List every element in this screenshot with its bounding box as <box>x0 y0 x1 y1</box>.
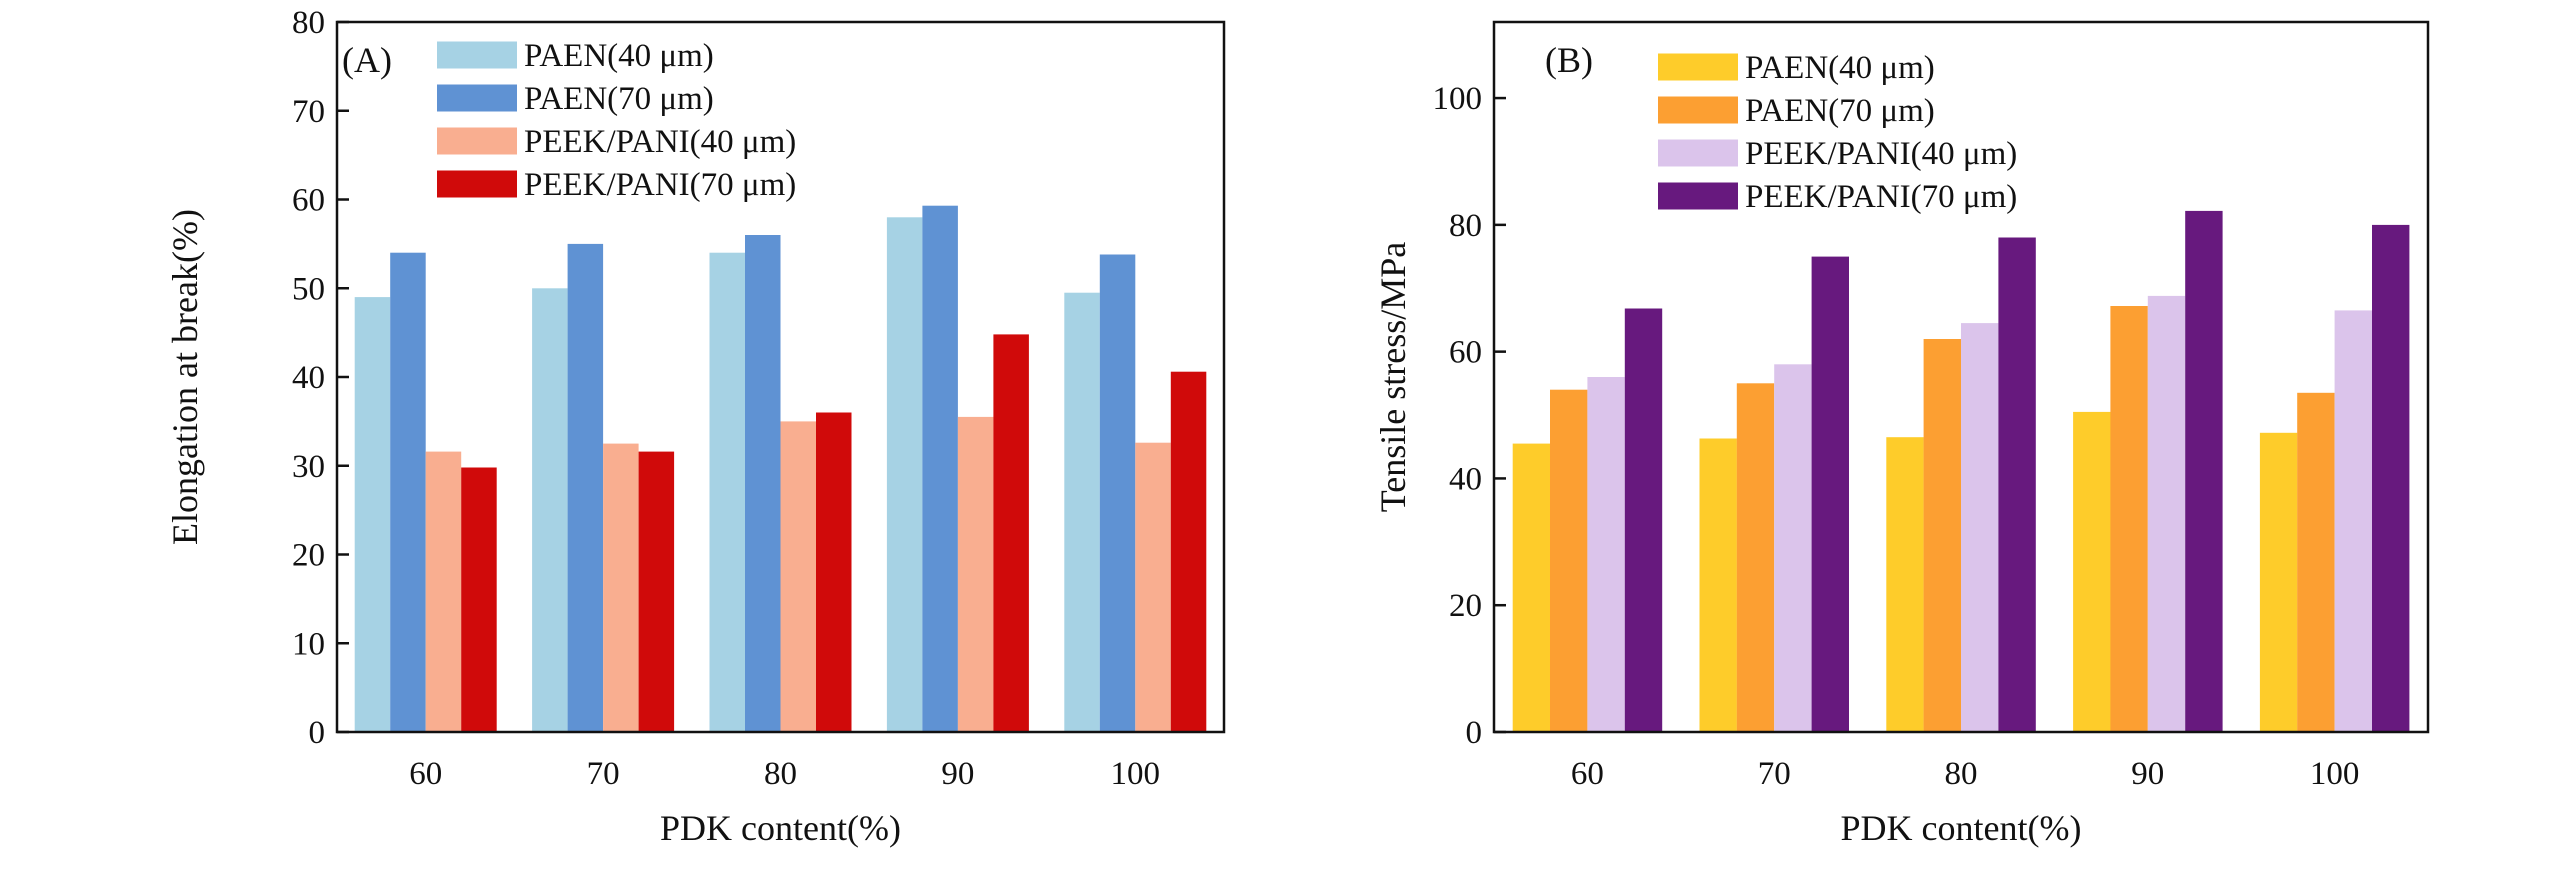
x-tick-label: 70 <box>587 756 620 792</box>
chart-panel-a: 0 10 20 30 40 50 60 70 80 60 70 80 90 100 PDK content(… <box>165 5 1226 848</box>
y-tick-label: 40 <box>292 360 325 396</box>
bar-4-100 <box>1170 371 1207 732</box>
legend-label: PAEN(40 μm) <box>1745 50 1935 86</box>
bar-2-60 <box>1550 389 1588 732</box>
bar-2-80 <box>1923 339 1961 732</box>
y-tick-label: 50 <box>292 271 325 307</box>
bar-1-90 <box>886 217 923 733</box>
bar-2-60 <box>390 252 426 732</box>
legend-swatch <box>1658 182 1738 210</box>
bar-3-60 <box>1587 377 1625 732</box>
y-tick-label: 100 <box>1433 81 1483 117</box>
bar-3-70 <box>1774 364 1812 732</box>
bar-1-60 <box>1512 443 1551 732</box>
bar-3-80 <box>780 421 816 732</box>
legend-swatch <box>1658 96 1738 124</box>
y-tick-label: 0 <box>309 715 326 751</box>
x-axis-title: PDK content(%) <box>660 808 901 848</box>
bar-1-60 <box>354 297 391 732</box>
bar-4-60 <box>461 467 497 732</box>
y-tick-label: 20 <box>1449 588 1482 624</box>
legend-label: PEEK/PANI(40 μm) <box>1745 136 2017 172</box>
bar-1-70 <box>532 288 568 733</box>
y-tick-label: 0 <box>1466 715 1483 751</box>
bar-2-100 <box>1099 254 1136 732</box>
panel-label: (B) <box>1545 40 1593 80</box>
bar-4-90 <box>2185 210 2223 732</box>
chart-panel-b: 0 20 40 60 80 100 60 70 80 90 100 PDK content(%) Ten… <box>1373 20 2430 848</box>
legend-swatch <box>437 41 517 69</box>
x-axis-title: PDK content(%) <box>1841 808 2082 848</box>
legend-label: PEEK/PANI(70 μm) <box>1745 179 2017 215</box>
x-tick-label: 70 <box>1758 756 1791 792</box>
bar-4-80 <box>1998 237 2036 732</box>
y-tick-label: 40 <box>1449 461 1482 497</box>
y-tick-label: 70 <box>292 94 325 130</box>
bar-3-90 <box>2147 295 2186 732</box>
x-tick-label: 60 <box>1571 756 1604 792</box>
x-tick-label: 60 <box>409 756 442 792</box>
y-tick-label: 30 <box>292 449 325 485</box>
y-tick-label: 80 <box>1449 208 1482 244</box>
x-tick-label: 90 <box>2131 756 2164 792</box>
bar-2-80 <box>745 235 781 732</box>
x-tick-label: 90 <box>941 756 974 792</box>
bar-4-60 <box>1624 308 1663 732</box>
legend-label: PAEN(70 μm) <box>1745 93 1935 129</box>
x-tick-label: 100 <box>1111 756 1161 792</box>
bar-3-80 <box>1961 323 1999 732</box>
legend-swatch <box>1658 139 1738 167</box>
bar-2-90 <box>922 205 958 732</box>
bar-2-100 <box>2297 392 2335 732</box>
y-tick-label: 20 <box>292 538 325 574</box>
y-axis-title: Elongation at break(%) <box>165 209 205 545</box>
x-tick-label: 80 <box>764 756 797 792</box>
bar-1-80 <box>709 252 745 732</box>
plot-frame <box>1492 20 2430 734</box>
bar-4-70 <box>638 451 675 732</box>
bar-1-70 <box>1699 438 1737 732</box>
bar-1-100 <box>2259 432 2298 732</box>
bar-1-80 <box>1886 437 1924 732</box>
bar-3-100 <box>1135 442 1171 732</box>
y-tick-label: 60 <box>292 183 325 219</box>
legend-swatch <box>437 84 517 112</box>
bar-3-60 <box>425 451 462 732</box>
legend-swatch <box>437 127 517 155</box>
bar-4-90 <box>993 334 1029 732</box>
legend-swatch <box>437 170 517 198</box>
bar-3-100 <box>2334 310 2372 732</box>
x-tick-label: 100 <box>2310 756 2360 792</box>
bar-4-70 <box>1811 256 1849 732</box>
bar-2-70 <box>1736 383 1775 732</box>
bar-3-90 <box>957 416 994 732</box>
bar-4-80 <box>816 412 852 732</box>
y-tick-label: 60 <box>1449 335 1482 371</box>
bar-2-70 <box>567 243 604 732</box>
bar-2-90 <box>2110 306 2148 732</box>
y-tick-label: 80 <box>292 5 325 41</box>
legend-label: PAEN(70 μm) <box>524 81 714 117</box>
y-axis-title: Tensile stress/MPa <box>1373 242 1413 512</box>
panel-label: (A) <box>342 40 392 80</box>
bar-3-70 <box>603 443 639 732</box>
bar-1-90 <box>2073 411 2111 732</box>
legend-swatch <box>1658 53 1738 81</box>
x-tick-label: 80 <box>1945 756 1978 792</box>
bar-4-100 <box>2372 224 2410 732</box>
legend-label: PEEK/PANI(70 μm) <box>524 167 796 203</box>
legend-label: PEEK/PANI(40 μm) <box>524 124 796 160</box>
y-tick-label: 10 <box>292 626 325 662</box>
legend-label: PAEN(40 μm) <box>524 38 714 74</box>
bar-1-100 <box>1064 292 1100 732</box>
